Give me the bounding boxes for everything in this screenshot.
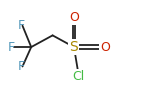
Text: F: F bbox=[18, 60, 25, 73]
Text: O: O bbox=[69, 11, 79, 24]
Text: O: O bbox=[100, 41, 110, 54]
Text: F: F bbox=[18, 19, 25, 32]
Text: Cl: Cl bbox=[73, 70, 85, 83]
Text: S: S bbox=[70, 40, 78, 54]
Text: F: F bbox=[8, 41, 15, 54]
